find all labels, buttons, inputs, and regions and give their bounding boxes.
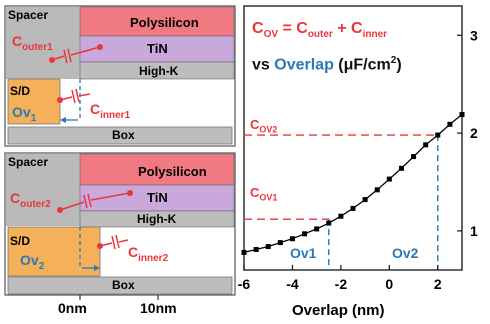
schematic-top: [4, 5, 236, 147]
x-tick-label: 0: [385, 276, 393, 292]
cap-outer1-dot2: [97, 44, 103, 50]
schematic-xtick-0: 0nm: [58, 300, 87, 316]
x-tick-label: 2: [434, 276, 442, 292]
data-point: [362, 197, 368, 203]
chart-title-equation: COV = Couter + Cinner: [252, 20, 388, 41]
spacer-region-bottom: [6, 154, 80, 226]
ov1-label: Ov1: [12, 104, 37, 124]
highk-region-top: [79, 61, 235, 80]
data-point: [435, 132, 441, 138]
data-point: [326, 220, 332, 226]
data-point: [277, 240, 283, 246]
x-tick-label: -2: [335, 276, 348, 292]
sd-region-top: [7, 78, 61, 125]
data-point: [241, 249, 247, 255]
data-point: [398, 165, 404, 171]
tin-label-bottom: TiN: [147, 190, 168, 205]
spacer-region-top: [6, 7, 80, 79]
data-point: [423, 142, 429, 148]
data-point: [302, 231, 308, 237]
c-inner2-label: Cinner2: [128, 244, 169, 264]
cap-inner1-dot: [57, 97, 63, 103]
data-point: [386, 176, 392, 182]
ov2-arrowhead: [94, 265, 100, 271]
plot-frame: [243, 5, 463, 271]
c-outer2-label: Couter2: [10, 190, 51, 210]
highk-label-top: High-K: [139, 64, 179, 78]
cap-outer1-dot: [49, 57, 55, 63]
chart-layer: -6 -4 -2 0 2 1 2 3: [238, 27, 478, 292]
schematic-bottom: [4, 152, 236, 296]
tin-region-top: [79, 35, 235, 63]
spacer-label-bottom: Spacer: [8, 155, 49, 169]
data-point: [374, 187, 380, 193]
data-point: [314, 226, 320, 232]
polysilicon-region-top: [79, 6, 235, 37]
c-inner1-label: Cinner1: [90, 101, 131, 121]
box-label-bottom: Box: [112, 278, 135, 292]
y-tick-label: 2: [470, 125, 478, 141]
data-point: [459, 112, 465, 118]
schematic-xtick-10: 10nm: [140, 300, 177, 316]
cap-inner2-dot: [97, 243, 103, 249]
cov1-label: COV1: [250, 185, 278, 203]
c-outer1-label: Couter1: [12, 33, 53, 53]
data-point: [411, 154, 417, 160]
data-point: [289, 236, 295, 242]
sd-label-top: S/D: [10, 84, 31, 98]
x-tick-label: -6: [238, 276, 251, 292]
cap-outer2-dot2: [127, 190, 133, 196]
ov2-chart-label: Ov2: [392, 245, 419, 261]
highk-label-bottom: High-K: [137, 212, 177, 226]
data-point: [350, 205, 356, 211]
x-tick-label: -4: [286, 276, 299, 292]
tin-label-top: TiN: [147, 41, 168, 56]
ov2-label: Ov2: [20, 252, 45, 272]
ov1-chart-label: Ov1: [290, 245, 317, 261]
ov1-arrowhead: [60, 117, 66, 123]
x-axis-title: Overlap (nm): [292, 302, 385, 319]
data-point: [447, 121, 453, 127]
sd-label-bottom: S/D: [10, 234, 31, 248]
data-point: [265, 244, 271, 250]
chart-title-line2: vs Overlap (μF/cm2): [252, 55, 402, 74]
cov2-label: COV2: [250, 117, 278, 135]
spacer-label-top: Spacer: [8, 8, 49, 22]
box-label-top: Box: [112, 128, 135, 142]
polysilicon-label-top: Polysilicon: [130, 15, 199, 30]
polysilicon-label-bottom: Polysilicon: [138, 164, 207, 179]
cap-outer2-dot: [57, 207, 63, 213]
box-region-top: [7, 126, 233, 145]
polysilicon-region-bottom: [79, 153, 235, 186]
highk-region-bottom: [79, 210, 235, 228]
y-tick-label: 1: [470, 223, 478, 239]
data-point: [338, 213, 344, 219]
box-region-bottom: [7, 276, 233, 295]
data-point: [253, 246, 259, 252]
y-tick-label: 3: [470, 27, 478, 43]
cap-outer2-symbol: [59, 192, 131, 211]
